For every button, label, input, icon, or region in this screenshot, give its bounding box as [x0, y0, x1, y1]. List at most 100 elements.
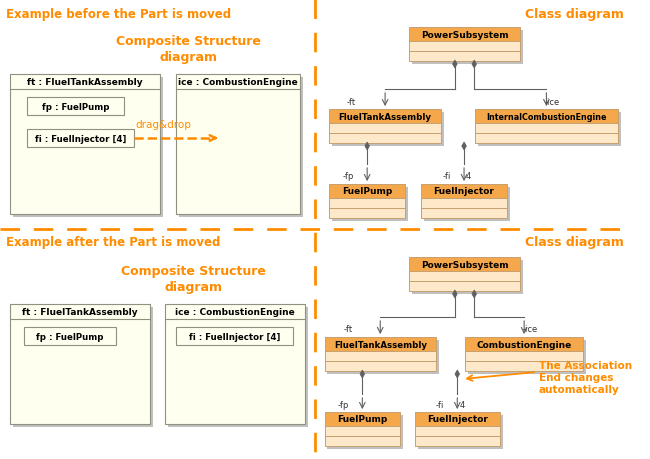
Text: -fp: -fp — [343, 171, 354, 180]
Bar — [415, 426, 500, 436]
Text: ft : FluelTankAssembly: ft : FluelTankAssembly — [22, 308, 138, 316]
Text: fp : FuelPump: fp : FuelPump — [42, 102, 109, 111]
Bar — [409, 257, 520, 271]
Polygon shape — [462, 143, 467, 151]
Bar — [328, 415, 403, 449]
Bar — [468, 340, 586, 374]
Text: ft : FluelTankAssembly: ft : FluelTankAssembly — [27, 78, 142, 87]
Text: -ice: -ice — [522, 325, 538, 334]
Text: FuelPump: FuelPump — [337, 414, 387, 424]
Bar — [332, 113, 444, 147]
Bar — [330, 134, 441, 144]
Text: ice : CombustionEngine: ice : CombustionEngine — [175, 308, 295, 316]
Bar — [474, 110, 618, 124]
Bar — [409, 28, 520, 42]
Bar — [10, 75, 160, 214]
Bar — [330, 208, 405, 218]
Bar — [411, 31, 523, 65]
Bar — [474, 134, 618, 144]
Text: Composite Structure
diagram: Composite Structure diagram — [116, 35, 261, 64]
Polygon shape — [455, 370, 460, 378]
Polygon shape — [472, 61, 476, 69]
Polygon shape — [365, 143, 369, 151]
Bar — [421, 199, 507, 208]
Bar — [330, 124, 441, 134]
Bar — [330, 185, 405, 199]
Bar — [421, 185, 507, 199]
Text: Example after the Part is moved: Example after the Part is moved — [6, 235, 220, 248]
Bar — [176, 75, 300, 214]
Bar — [421, 208, 507, 218]
Bar — [10, 304, 150, 424]
Bar — [409, 281, 520, 291]
Text: FluelTankAssembly: FluelTankAssembly — [333, 340, 427, 349]
Text: FuelPump: FuelPump — [342, 187, 393, 196]
Text: Class diagram: Class diagram — [525, 235, 624, 248]
Text: PowerSubsystem: PowerSubsystem — [421, 30, 508, 39]
Polygon shape — [452, 61, 457, 69]
Text: 4: 4 — [466, 171, 471, 180]
Bar — [179, 78, 304, 218]
Text: FuelInjector: FuelInjector — [434, 187, 495, 196]
Bar — [164, 304, 305, 424]
Text: ice : CombustionEngine: ice : CombustionEngine — [179, 78, 298, 87]
Text: FluelTankAssembly: FluelTankAssembly — [339, 112, 432, 121]
Bar — [12, 78, 162, 218]
Bar — [330, 199, 405, 208]
Text: Composite Structure
diagram: Composite Structure diagram — [122, 264, 266, 293]
Bar — [465, 351, 583, 361]
Bar — [324, 412, 400, 426]
Text: Class diagram: Class diagram — [525, 8, 624, 21]
Text: CombustionEngine: CombustionEngine — [476, 340, 572, 349]
Bar — [409, 271, 520, 281]
Bar — [324, 426, 400, 436]
Bar — [27, 130, 134, 148]
Text: 4: 4 — [459, 401, 465, 409]
Text: -fp: -fp — [337, 401, 349, 409]
Bar — [415, 412, 500, 426]
Bar — [27, 98, 124, 116]
Text: The Association
End changes
automatically: The Association End changes automaticall… — [539, 360, 632, 395]
Bar — [324, 361, 436, 371]
Text: -fi: -fi — [442, 171, 450, 180]
Text: Example before the Part is moved: Example before the Part is moved — [6, 8, 231, 21]
Bar — [415, 436, 500, 446]
Polygon shape — [472, 291, 476, 298]
Bar — [29, 100, 126, 118]
Bar — [324, 436, 400, 446]
Text: fp : FuelPump: fp : FuelPump — [36, 332, 104, 341]
Bar — [328, 340, 439, 374]
Bar — [409, 52, 520, 62]
Bar — [330, 110, 441, 124]
Bar — [324, 337, 436, 351]
Bar — [478, 113, 621, 147]
Text: -ft: -ft — [347, 97, 356, 106]
Bar — [26, 329, 118, 347]
Polygon shape — [452, 291, 457, 298]
Bar — [465, 361, 583, 371]
Bar — [411, 260, 523, 294]
Bar — [424, 188, 510, 222]
Text: drag&drop: drag&drop — [136, 120, 192, 130]
Bar — [465, 337, 583, 351]
Bar — [12, 308, 153, 427]
Bar — [24, 327, 116, 345]
Text: FuelInjector: FuelInjector — [427, 414, 488, 424]
Text: -ice: -ice — [545, 97, 560, 106]
Bar — [332, 188, 408, 222]
Text: -fi: -fi — [436, 401, 444, 409]
Bar — [409, 42, 520, 52]
Bar — [178, 329, 294, 347]
Text: -ft: -ft — [344, 325, 353, 334]
Text: fi : FuelInjector [4]: fi : FuelInjector [4] — [188, 332, 280, 341]
Bar — [168, 308, 308, 427]
Bar — [474, 124, 618, 134]
Bar — [324, 351, 436, 361]
Text: PowerSubsystem: PowerSubsystem — [421, 260, 508, 269]
Bar — [29, 132, 136, 150]
Bar — [417, 415, 503, 449]
Polygon shape — [360, 370, 365, 378]
Bar — [176, 327, 292, 345]
Text: fi : FuelInjector [4]: fi : FuelInjector [4] — [34, 134, 126, 143]
Text: InternalCombustionEngine: InternalCombustionEngine — [486, 112, 606, 121]
